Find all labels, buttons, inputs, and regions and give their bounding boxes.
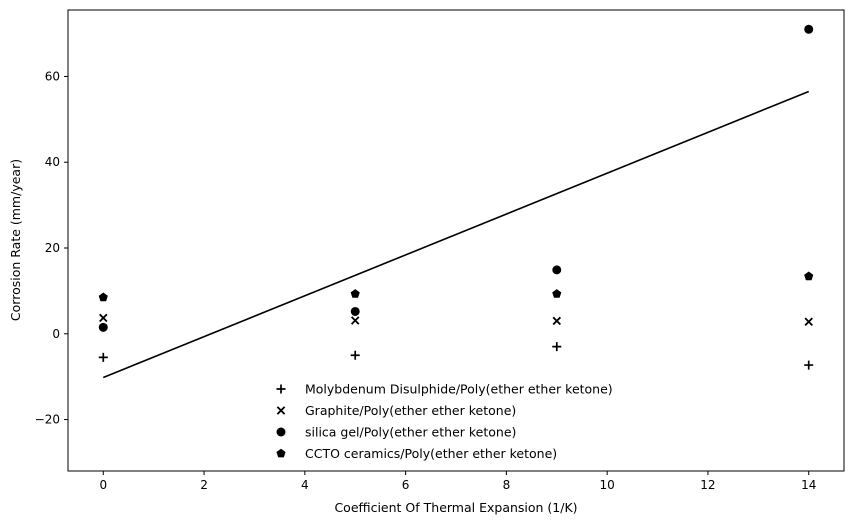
data-point-circle: [98, 322, 108, 332]
legend: Molybdenum Disulphide/Poly(ether ether k…: [276, 382, 613, 461]
data-point-pentagon: [350, 289, 360, 298]
x-tick-label: 8: [503, 478, 511, 492]
legend-marker-circle: [276, 427, 286, 437]
y-tick-label: 20: [45, 241, 60, 255]
y-tick-label: 60: [45, 69, 60, 83]
legend-label: CCTO ceramics/Poly(ether ether ketone): [305, 446, 557, 461]
x-tick-label: 4: [301, 478, 309, 492]
y-tick-label: −20: [35, 413, 60, 427]
legend-label: silica gel/Poly(ether ether ketone): [305, 425, 516, 440]
legend-marker-pentagon: [276, 448, 286, 458]
y-axis-label: Corrosion Rate (mm/year): [8, 159, 23, 321]
data-point-x: [804, 317, 813, 327]
legend-marker-plus: [276, 384, 286, 394]
data-point-x: [350, 316, 360, 325]
x-tick-label: 12: [700, 478, 715, 492]
data-point-plus: [552, 342, 562, 352]
data-point-circle: [552, 265, 562, 275]
x-tick-label: 14: [801, 478, 816, 492]
x-axis-label: Coefficient Of Thermal Expansion (1/K): [334, 500, 577, 515]
x-tick-label: 6: [402, 478, 410, 492]
data-point-pentagon: [804, 271, 814, 281]
data-point-plus: [804, 360, 814, 370]
x-tick-label: 0: [99, 478, 107, 492]
data-point-x: [552, 316, 562, 326]
data-point-plus: [350, 350, 360, 360]
data-point-circle: [804, 24, 814, 34]
data-point-pentagon: [552, 289, 562, 298]
y-tick-label: 40: [45, 155, 60, 169]
legend-label: Molybdenum Disulphide/Poly(ether ether k…: [305, 382, 613, 397]
data-point-circle: [350, 306, 360, 316]
data-point-plus: [98, 352, 108, 362]
axes-frame: [67, 9, 845, 472]
legend-label: Graphite/Poly(ether ether ketone): [305, 403, 516, 418]
data-point-pentagon: [98, 292, 108, 302]
axis-ticks: 0 2 4 6 8 10 12 14 −20 0 20 40 60: [35, 69, 817, 492]
x-tick-label: 2: [200, 478, 208, 492]
trend-line: [102, 90, 810, 379]
y-tick-label: 0: [52, 327, 60, 341]
x-tick-label: 10: [600, 478, 615, 492]
legend-marker-x: [276, 406, 286, 415]
plot-area: [98, 24, 814, 379]
data-point-x: [99, 313, 108, 323]
